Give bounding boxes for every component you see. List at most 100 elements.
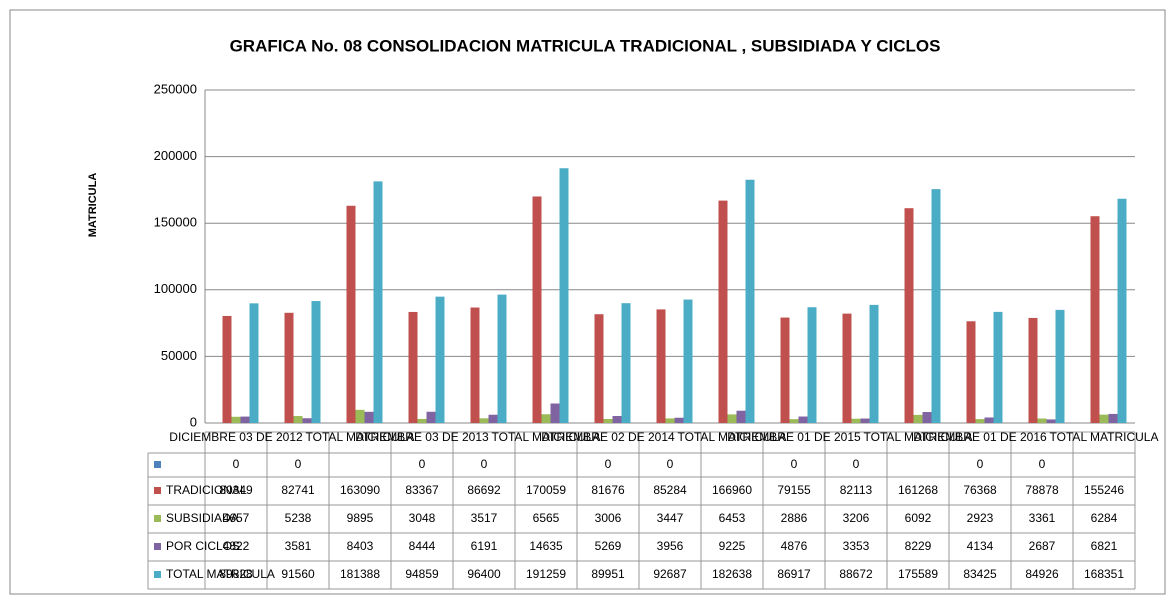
x-tick-label: TOTAL MATRICULA: [306, 430, 415, 444]
table-value: 0: [419, 457, 426, 471]
bar: [966, 321, 976, 423]
table-value: 191259: [526, 567, 566, 581]
legend-label: POR CICLOS: [166, 539, 240, 553]
bar: [435, 296, 445, 423]
table-value: 8444: [409, 539, 436, 553]
legend-label: TOTAL MATRICULA: [166, 567, 275, 581]
table-value: 4876: [781, 539, 808, 553]
table-value: 6565: [533, 511, 560, 525]
bar: [860, 418, 870, 423]
table-value: 8403: [347, 539, 374, 553]
bar: [222, 315, 232, 423]
table-value: 78878: [1025, 483, 1059, 497]
bar: [851, 418, 861, 423]
table-value: 0: [295, 457, 302, 471]
table-value: 81676: [591, 483, 625, 497]
table-value: 96400: [467, 567, 501, 581]
bar: [869, 304, 879, 423]
bar: [780, 317, 790, 423]
table-value: 175589: [898, 567, 938, 581]
table-value: 80349: [219, 483, 253, 497]
table-value: 89951: [591, 567, 625, 581]
table-value: 3517: [471, 511, 498, 525]
table-value: 0: [791, 457, 798, 471]
table-value: 3581: [285, 539, 312, 553]
x-tick-label: DICIEMBRE 03 DE 2013: [355, 430, 489, 444]
bar: [621, 303, 631, 423]
table-value: 3447: [657, 511, 684, 525]
legend-key: [154, 461, 161, 468]
table-value: 163090: [340, 483, 380, 497]
bar: [975, 419, 985, 423]
table-value: 5269: [595, 539, 622, 553]
bar: [240, 416, 250, 423]
x-tick-label: DICIEMBRE 02 DE 2014: [541, 430, 675, 444]
table-value: 6453: [719, 511, 746, 525]
y-tick-label: 0: [190, 414, 197, 429]
bar: [355, 409, 365, 423]
table-value: 182638: [712, 567, 752, 581]
bar: [612, 415, 622, 423]
table-value: 168351: [1084, 567, 1124, 581]
bar: [727, 414, 737, 423]
table-value: 85284: [653, 483, 687, 497]
bar: [293, 416, 303, 423]
table-value: 89828: [219, 567, 253, 581]
table-value: 3353: [843, 539, 870, 553]
legend-key: [154, 487, 161, 494]
bar: [993, 311, 1003, 423]
x-tick-label: TOTAL MATRICULA: [678, 430, 787, 444]
x-tick-label: DICIEMBRE 01 DE 2016: [913, 430, 1047, 444]
bar: [1099, 414, 1109, 423]
table-value: 0: [853, 457, 860, 471]
bar: [807, 307, 817, 423]
bar: [1046, 419, 1056, 423]
table-value: 6092: [905, 511, 932, 525]
bar: [1090, 216, 1100, 423]
legend-label: TRADICIONAL: [166, 483, 247, 497]
bar: [842, 313, 852, 423]
table-value: 4134: [967, 539, 994, 553]
table-value: 0: [667, 457, 674, 471]
table-value: 14635: [529, 539, 563, 553]
bar: [302, 418, 312, 423]
table-value: 6821: [1091, 539, 1118, 553]
bar: [913, 414, 923, 423]
bar: [541, 414, 551, 423]
table-value: 83367: [405, 483, 439, 497]
chart-border: [9, 9, 1166, 595]
table-value: 3361: [1029, 511, 1056, 525]
table-value: 84926: [1025, 567, 1059, 581]
bar: [479, 418, 489, 423]
table-value: 76368: [963, 483, 997, 497]
bar: [426, 411, 436, 423]
legend-key: [154, 543, 161, 550]
table-value: 88672: [839, 567, 873, 581]
bar: [1108, 413, 1118, 423]
bar: [904, 208, 914, 423]
y-axis-label: MATRICULA: [87, 173, 99, 238]
legend-key: [154, 515, 161, 522]
bar: [665, 418, 675, 423]
bar: [1028, 317, 1038, 423]
table-value: 6191: [471, 539, 498, 553]
y-tick-label: 50000: [161, 348, 197, 363]
bar: [683, 299, 693, 423]
bar: [931, 189, 941, 423]
bar: [470, 307, 480, 423]
table-value: 92687: [653, 567, 687, 581]
bar: [532, 196, 542, 423]
table-value: 82113: [840, 483, 873, 497]
table-value: 94859: [405, 567, 439, 581]
table-value: 170059: [526, 483, 566, 497]
y-tick-label: 150000: [154, 215, 197, 230]
bar: [249, 303, 259, 423]
bar: [284, 312, 294, 423]
table-value: 79155: [777, 483, 811, 497]
bar: [745, 179, 755, 423]
table-value: 161268: [898, 483, 938, 497]
bar: [718, 200, 728, 423]
table-value: 6284: [1091, 511, 1118, 525]
bar: [594, 314, 604, 423]
table-value: 4822: [223, 539, 250, 553]
